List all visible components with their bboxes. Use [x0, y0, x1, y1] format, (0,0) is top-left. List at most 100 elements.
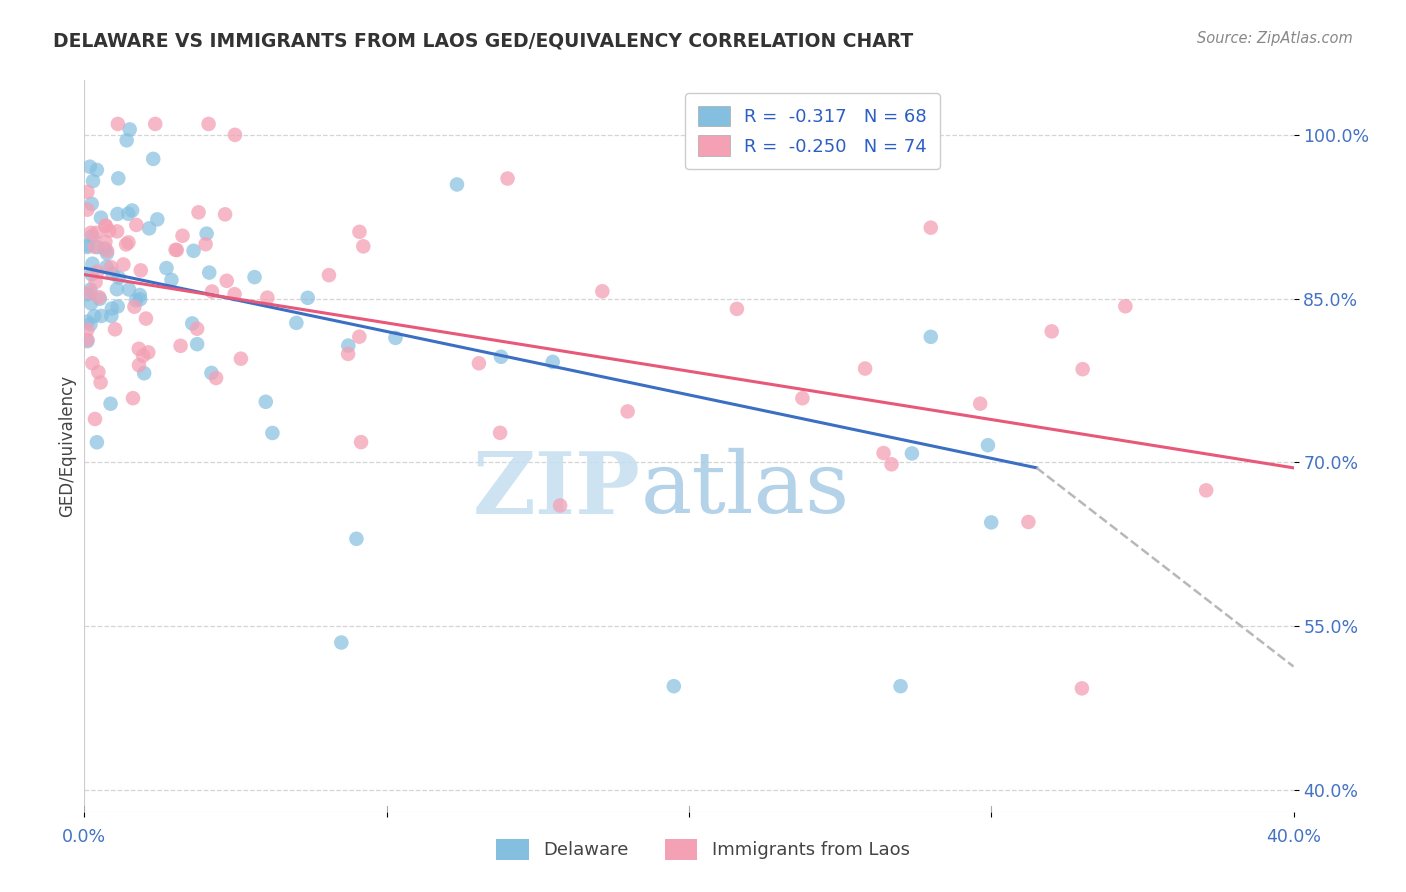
- Point: [76, 323, 98, 337]
- Point: [107, 207, 129, 221]
- Point: [86, 162, 108, 177]
- Point: [194, 237, 217, 252]
- Point: [337, 347, 360, 361]
- Point: [548, 499, 571, 513]
- Point: [105, 282, 128, 296]
- Point: [84, 275, 107, 289]
- Point: [165, 243, 187, 257]
- Point: [80, 197, 103, 211]
- Point: [82, 174, 104, 188]
- Point: [616, 404, 638, 418]
- Point: [84, 412, 107, 426]
- Point: [285, 316, 308, 330]
- Point: [229, 351, 252, 366]
- Point: [224, 128, 246, 142]
- Point: [96, 260, 118, 274]
- Point: [349, 225, 371, 239]
- Point: [115, 133, 138, 147]
- Point: [79, 285, 101, 300]
- Point: [100, 309, 122, 323]
- Point: [96, 244, 118, 258]
- Point: [890, 679, 912, 693]
- Point: [977, 438, 1000, 452]
- Point: [117, 207, 139, 221]
- Point: [155, 261, 177, 276]
- Point: [129, 263, 152, 277]
- Point: [121, 203, 143, 218]
- Point: [84, 226, 107, 240]
- Point: [256, 291, 278, 305]
- Point: [1195, 483, 1218, 498]
- Point: [82, 356, 104, 370]
- Point: [350, 435, 373, 450]
- Point: [143, 117, 166, 131]
- Point: [496, 171, 519, 186]
- Point: [489, 350, 512, 364]
- Point: [1040, 324, 1063, 338]
- Point: [101, 301, 124, 316]
- Point: [181, 317, 204, 331]
- Point: [125, 218, 148, 232]
- Point: [201, 285, 224, 299]
- Point: [224, 287, 246, 301]
- Point: [920, 220, 942, 235]
- Point: [125, 293, 148, 308]
- Point: [198, 266, 221, 280]
- Point: [94, 219, 117, 233]
- Point: [86, 435, 108, 450]
- Point: [89, 290, 111, 304]
- Y-axis label: GED/Equivalency: GED/Equivalency: [58, 375, 76, 517]
- Point: [541, 355, 564, 369]
- Point: [349, 329, 371, 343]
- Point: [94, 235, 117, 249]
- Point: [83, 309, 105, 323]
- Point: [79, 160, 101, 174]
- Point: [160, 273, 183, 287]
- Point: [76, 287, 98, 301]
- Text: ZIP: ZIP: [472, 448, 641, 532]
- Point: [107, 270, 129, 285]
- Point: [118, 283, 141, 297]
- Point: [107, 171, 129, 186]
- Point: [76, 334, 98, 348]
- Point: [94, 242, 117, 256]
- Point: [100, 397, 122, 411]
- Point: [82, 229, 104, 244]
- Point: [346, 532, 368, 546]
- Point: [262, 425, 284, 440]
- Point: [89, 292, 111, 306]
- Point: [980, 516, 1002, 530]
- Point: [90, 376, 112, 390]
- Point: [90, 309, 112, 323]
- Point: [186, 322, 208, 336]
- Point: [318, 268, 340, 282]
- Point: [215, 274, 238, 288]
- Text: Source: ZipAtlas.com: Source: ZipAtlas.com: [1197, 31, 1353, 46]
- Point: [969, 397, 991, 411]
- Text: 40.0%: 40.0%: [1265, 828, 1322, 847]
- Point: [920, 330, 942, 344]
- Point: [352, 239, 374, 253]
- Point: [725, 301, 748, 316]
- Point: [136, 345, 159, 359]
- Point: [98, 224, 121, 238]
- Point: [100, 260, 122, 274]
- Point: [468, 356, 491, 370]
- Point: [384, 331, 406, 345]
- Point: [90, 211, 112, 225]
- Point: [142, 152, 165, 166]
- Point: [86, 265, 108, 279]
- Point: [330, 635, 353, 649]
- Point: [115, 237, 138, 252]
- Point: [662, 679, 685, 693]
- Point: [80, 226, 103, 240]
- Point: [76, 238, 98, 252]
- Point: [205, 371, 228, 385]
- Point: [76, 240, 98, 254]
- Point: [76, 202, 98, 217]
- Point: [1071, 681, 1094, 696]
- Point: [76, 185, 98, 199]
- Text: 0.0%: 0.0%: [62, 828, 107, 847]
- Point: [101, 267, 124, 281]
- Point: [83, 240, 105, 254]
